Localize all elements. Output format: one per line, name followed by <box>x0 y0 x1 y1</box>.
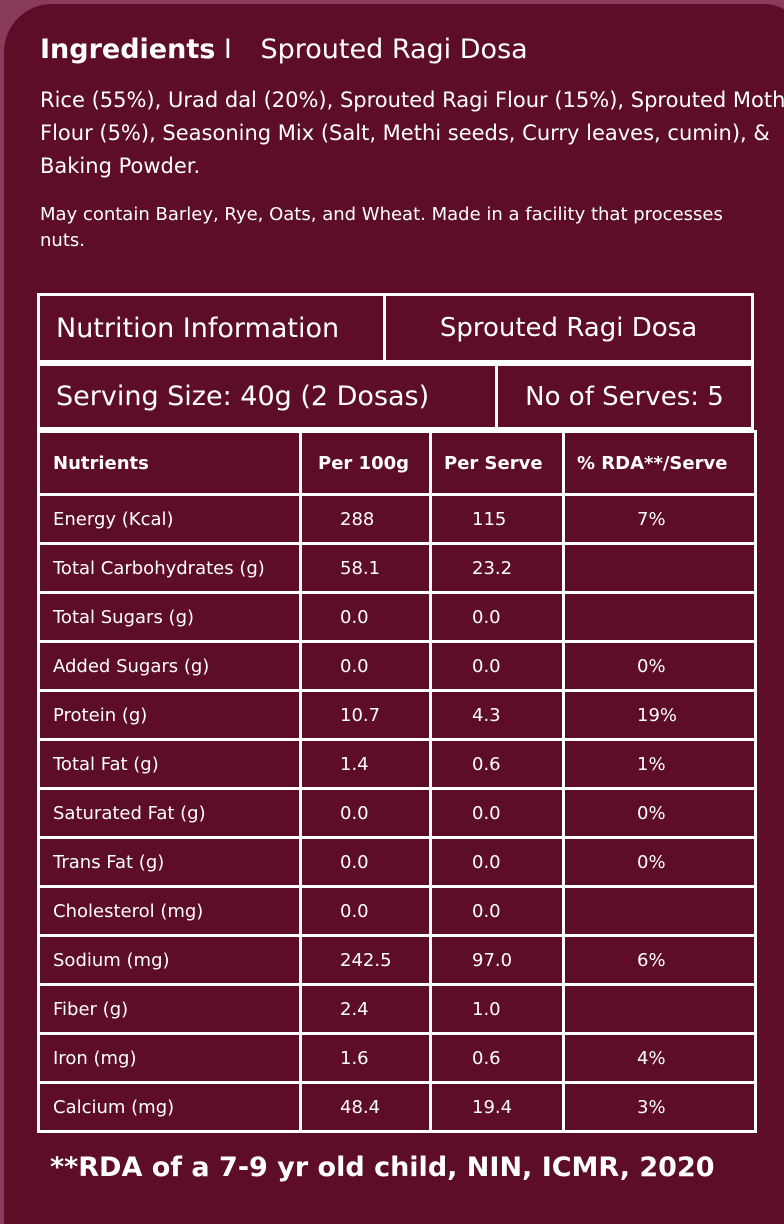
nutrient-name: Trans Fat (g) <box>37 836 302 888</box>
per-serve-value: 23.2 <box>429 542 565 594</box>
ingredients-product-name: Sprouted Ragi Dosa <box>260 34 528 65</box>
per-serve-value: 0.0 <box>429 787 565 839</box>
ingredients-list: Rice (55%), Urad dal (20%), Sprouted Rag… <box>40 88 784 178</box>
nutrient-name: Iron (mg) <box>37 1032 302 1084</box>
nutrient-name: Added Sugars (g) <box>37 640 302 692</box>
nutrition-title: Nutrition Information <box>37 293 386 363</box>
nutrient-name: Total Sugars (g) <box>37 591 302 643</box>
nutrition-product-name: Sprouted Ragi Dosa <box>383 293 754 363</box>
per-serve-value: 19.4 <box>429 1081 565 1133</box>
nutrition-table-header: Nutrients Per 100g Per Serve % RDA**/Ser… <box>37 430 757 496</box>
nutrient-name: Cholesterol (mg) <box>37 885 302 937</box>
rda-value: 0% <box>562 640 757 692</box>
nutrition-title-text: Nutrition Information <box>56 312 340 344</box>
rda-value: 7% <box>562 493 757 545</box>
per-100g-value: 48.4 <box>299 1081 432 1133</box>
header-rda-per-serve: % RDA**/Serve <box>562 430 757 496</box>
table-row: Trans Fat (g) 0.0 0.0 0% <box>37 836 757 888</box>
header-per-serve: Per Serve <box>429 430 565 496</box>
nutrient-name: Total Fat (g) <box>37 738 302 790</box>
rda-footnote: **RDA of a 7-9 yr old child, NIN, ICMR, … <box>50 1152 715 1183</box>
per-serve-value: 0.0 <box>429 640 565 692</box>
rda-value: 4% <box>562 1032 757 1084</box>
serving-size-text: Serving Size: 40g (2 Dosas) <box>56 381 430 412</box>
rda-value <box>562 591 757 643</box>
table-row: Total Fat (g) 1.4 0.6 1% <box>37 738 757 790</box>
table-row: Energy (Kcal) 288 115 7% <box>37 493 757 545</box>
rda-value: 0% <box>562 787 757 839</box>
table-row: Total Carbohydrates (g) 58.1 23.2 <box>37 542 757 594</box>
per-100g-value: 0.0 <box>299 885 432 937</box>
number-of-serves: No of Serves: 5 <box>495 363 754 430</box>
per-100g-value: 1.4 <box>299 738 432 790</box>
per-100g-value: 0.0 <box>299 640 432 692</box>
per-100g-value: 10.7 <box>299 689 432 741</box>
per-serve-value: 97.0 <box>429 934 565 986</box>
rda-value: 19% <box>562 689 757 741</box>
table-row: Saturated Fat (g) 0.0 0.0 0% <box>37 787 757 839</box>
ingredients-separator: I <box>223 34 232 65</box>
per-100g-value: 0.0 <box>299 591 432 643</box>
per-serve-value: 0.6 <box>429 1032 565 1084</box>
table-row: Calcium (mg) 48.4 19.4 3% <box>37 1081 757 1133</box>
rda-value <box>562 983 757 1035</box>
table-row: Cholesterol (mg) 0.0 0.0 <box>37 885 757 937</box>
allergen-statement: May contain Barley, Rye, Oats, and Wheat… <box>40 204 723 251</box>
table-row: Sodium (mg) 242.5 97.0 6% <box>37 934 757 986</box>
rda-value: 6% <box>562 934 757 986</box>
rda-value: 0% <box>562 836 757 888</box>
ingredients-heading: Ingredients I Sprouted Ragi Dosa <box>40 34 528 65</box>
nutrient-name: Fiber (g) <box>37 983 302 1035</box>
table-row: Iron (mg) 1.6 0.6 4% <box>37 1032 757 1084</box>
nutrient-name: Total Carbohydrates (g) <box>37 542 302 594</box>
number-of-serves-text: No of Serves: 5 <box>525 381 724 412</box>
rda-value: 1% <box>562 738 757 790</box>
table-row: Fiber (g) 2.4 1.0 <box>37 983 757 1035</box>
header-per-100g: Per 100g <box>299 430 432 496</box>
table-row: Added Sugars (g) 0.0 0.0 0% <box>37 640 757 692</box>
nutrient-name: Protein (g) <box>37 689 302 741</box>
nutrition-product-text: Sprouted Ragi Dosa <box>439 313 698 343</box>
ingredients-label: Ingredients <box>40 34 216 65</box>
per-100g-value: 288 <box>299 493 432 545</box>
per-serve-value: 4.3 <box>429 689 565 741</box>
header-nutrients: Nutrients <box>37 430 302 496</box>
nutrition-table: Nutrients Per 100g Per Serve % RDA**/Ser… <box>37 430 757 1133</box>
nutrient-name: Calcium (mg) <box>37 1081 302 1133</box>
per-100g-value: 58.1 <box>299 542 432 594</box>
rda-value <box>562 885 757 937</box>
per-100g-value: 242.5 <box>299 934 432 986</box>
per-100g-value: 0.0 <box>299 836 432 888</box>
per-serve-value: 115 <box>429 493 565 545</box>
per-100g-value: 0.0 <box>299 787 432 839</box>
per-serve-value: 1.0 <box>429 983 565 1035</box>
rda-value <box>562 542 757 594</box>
per-serve-value: 0.0 <box>429 836 565 888</box>
nutrient-name: Energy (Kcal) <box>37 493 302 545</box>
nutrient-name: Saturated Fat (g) <box>37 787 302 839</box>
nutrient-name: Sodium (mg) <box>37 934 302 986</box>
table-row: Total Sugars (g) 0.0 0.0 <box>37 591 757 643</box>
per-serve-value: 0.0 <box>429 885 565 937</box>
rda-value: 3% <box>562 1081 757 1133</box>
serving-size: Serving Size: 40g (2 Dosas) <box>37 363 498 430</box>
per-100g-value: 2.4 <box>299 983 432 1035</box>
per-serve-value: 0.0 <box>429 591 565 643</box>
per-serve-value: 0.6 <box>429 738 565 790</box>
table-row: Protein (g) 10.7 4.3 19% <box>37 689 757 741</box>
per-100g-value: 1.6 <box>299 1032 432 1084</box>
